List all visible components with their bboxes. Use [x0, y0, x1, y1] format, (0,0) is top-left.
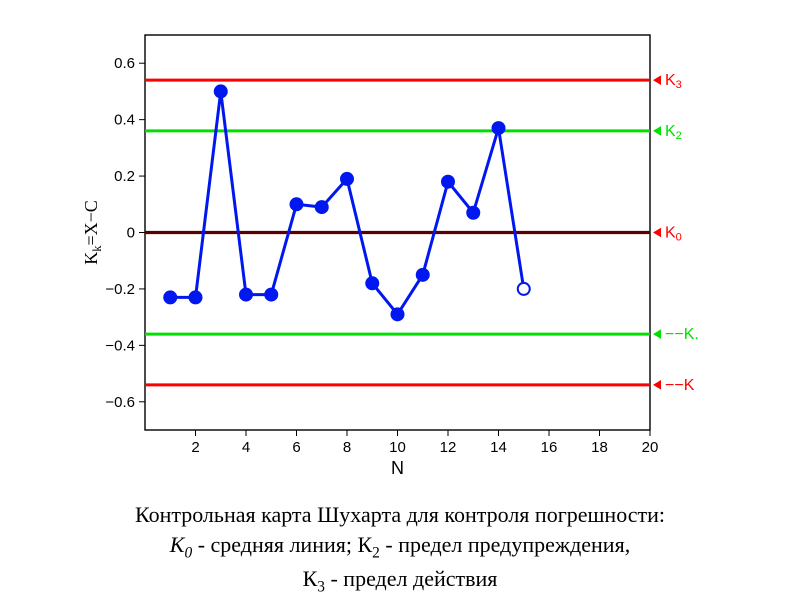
y-tick-label: 0.2 — [114, 168, 135, 185]
caption-line-2: K0 - средняя линия; К2 - предел предупре… — [0, 530, 800, 564]
data-marker — [442, 176, 454, 188]
control-line-label: K0 — [665, 225, 682, 244]
control-line-label: −−K — [665, 377, 695, 394]
y-tick-label: 0.4 — [114, 112, 135, 129]
data-marker — [392, 308, 404, 320]
data-marker — [518, 283, 530, 295]
data-marker — [190, 291, 202, 303]
x-tick-label: 18 — [591, 439, 608, 456]
data-marker — [316, 201, 328, 213]
data-marker — [493, 122, 505, 134]
line-marker-icon — [653, 126, 661, 136]
x-axis-label: N — [391, 458, 404, 478]
x-tick-label: 14 — [490, 439, 507, 456]
y-tick-label: −0.4 — [105, 337, 135, 354]
y-tick-label: −0.6 — [105, 394, 135, 411]
x-tick-label: 12 — [440, 439, 457, 456]
data-marker — [240, 289, 252, 301]
caption-line-3: К3 - предел действия — [0, 564, 800, 598]
line-marker-icon — [653, 329, 661, 339]
shewhart-chart: 2 4 6 8 10 12 14 16 18 20 −0.6 −0.4 −0.2 0 0.2 0.4 0.6 N K… — [80, 20, 720, 490]
y-tick-label: 0.6 — [114, 55, 135, 72]
y-axis-label: Kk=X−C — [81, 200, 104, 265]
chart-svg: 2 4 6 8 10 12 14 16 18 20 −0.6 −0.4 −0.2 0 0.2 0.4 0.6 N K… — [80, 20, 720, 490]
data-marker — [341, 173, 353, 185]
x-tick-label: 8 — [343, 439, 351, 456]
data-marker — [215, 85, 227, 97]
data-marker — [417, 269, 429, 281]
x-tick-label: 16 — [541, 439, 558, 456]
data-line — [170, 91, 524, 314]
chart-caption: Контрольная карта Шухарта для контроля п… — [0, 500, 800, 598]
x-tick-label: 4 — [242, 439, 250, 456]
control-line-label: K2 — [665, 123, 682, 142]
x-tick-label: 2 — [191, 439, 199, 456]
data-marker — [366, 277, 378, 289]
line-marker-icon — [653, 380, 661, 390]
data-marker — [467, 207, 479, 219]
line-marker-icon — [653, 75, 661, 85]
y-tick-label: −0.2 — [105, 281, 135, 298]
data-marker — [265, 289, 277, 301]
x-tick-label: 20 — [642, 439, 659, 456]
data-marker — [164, 291, 176, 303]
y-tick-label: 0 — [127, 225, 135, 242]
x-tick-label: 10 — [389, 439, 406, 456]
caption-line-1: Контрольная карта Шухарта для контроля п… — [0, 500, 800, 530]
control-line-label: −−K. — [665, 326, 699, 343]
line-marker-icon — [653, 228, 661, 238]
data-marker — [291, 198, 303, 210]
x-tick-label: 6 — [292, 439, 300, 456]
control-line-label: K3 — [665, 72, 682, 91]
